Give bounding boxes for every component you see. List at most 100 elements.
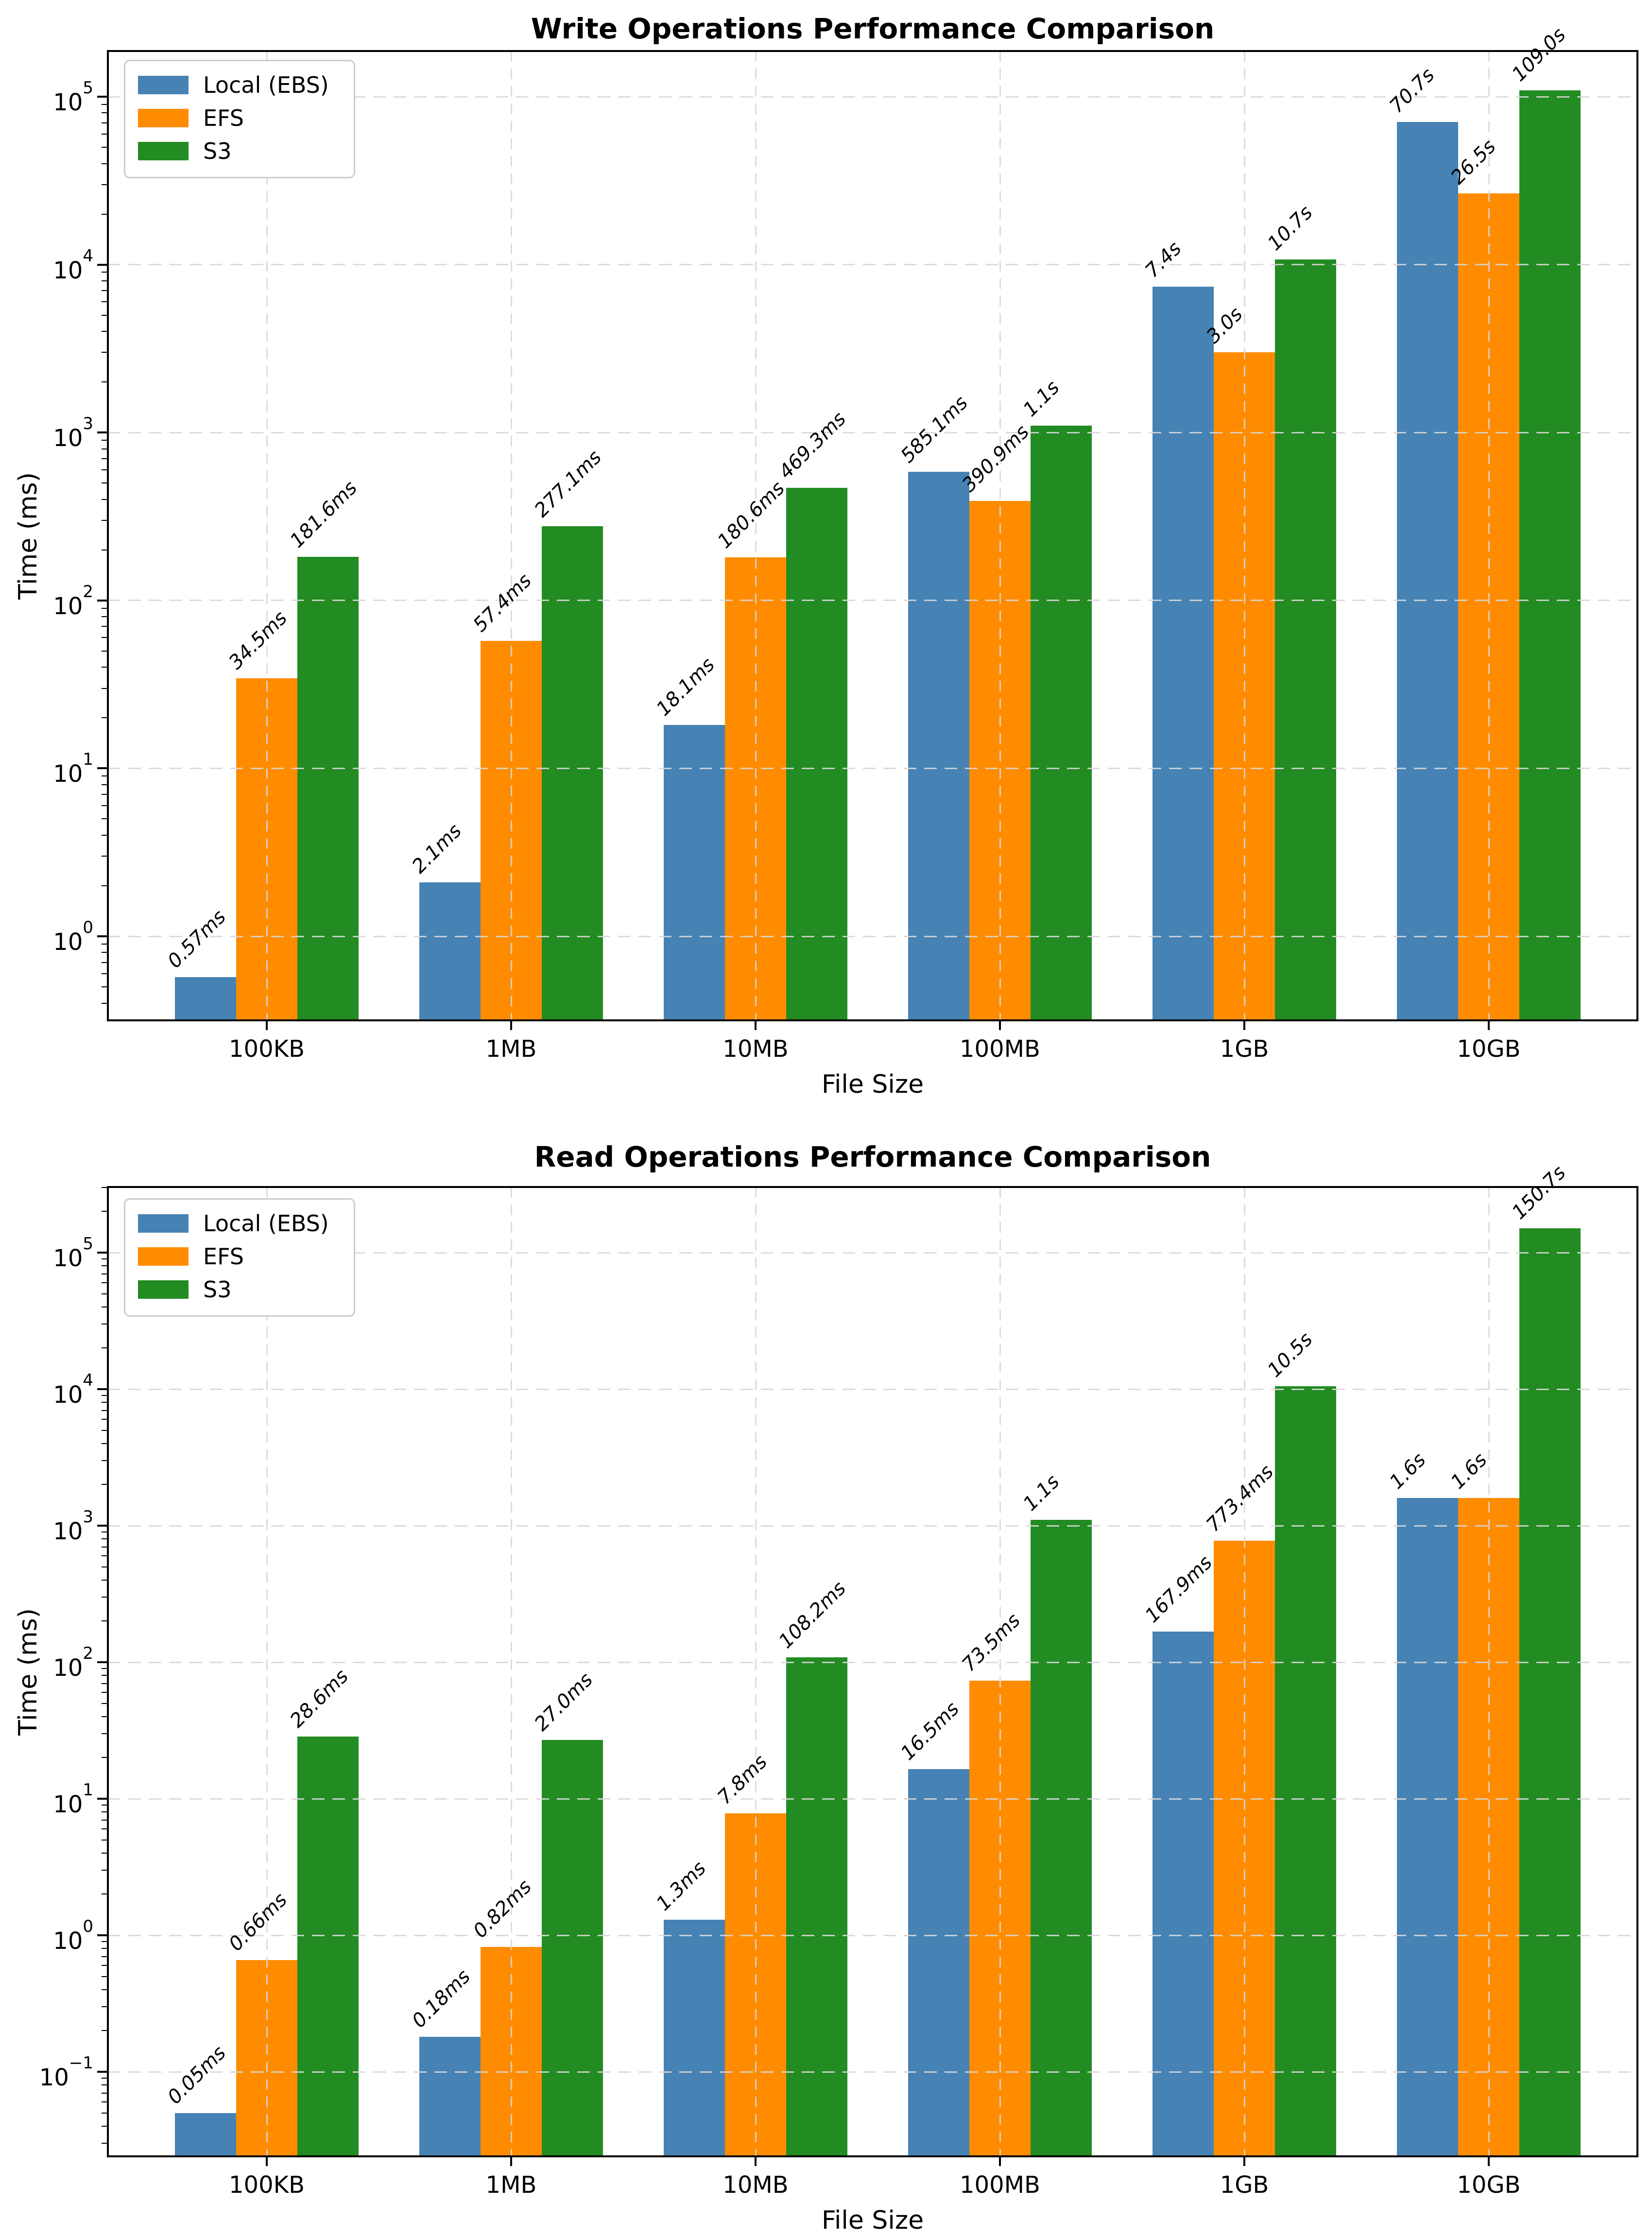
- y-minor-tick: [102, 1531, 108, 1532]
- y-minor-tick: [102, 1757, 108, 1758]
- y-minor-tick: [102, 2125, 108, 2127]
- y-minor-tick: [102, 1265, 108, 1267]
- y-minor-tick: [102, 1956, 108, 1957]
- bar-label: 73.5ms: [958, 1609, 1025, 1676]
- bar-s3-100kb: [297, 557, 359, 1020]
- y-minor-tick: [102, 1538, 108, 1540]
- bar-label: 27.0ms: [530, 1668, 597, 1736]
- y-minor-tick: [102, 607, 108, 609]
- y-gridline: [108, 600, 1637, 602]
- legend-item-s3: S3: [125, 1273, 354, 1306]
- y-tick: [97, 2071, 108, 2073]
- write-operations-chart: Write Operations Performance Comparison …: [0, 0, 1652, 1118]
- y-minor-tick: [102, 301, 108, 303]
- bar-s3-10gb: [1519, 90, 1581, 1020]
- bar-local-ebs--1gb: [1153, 286, 1214, 1020]
- x-tick: [510, 1020, 512, 1030]
- y-minor-tick: [102, 784, 108, 785]
- bar-label: 150.7s: [1508, 1161, 1570, 1224]
- y-minor-tick: [102, 448, 108, 449]
- bar-label: 7.4s: [1141, 237, 1186, 282]
- bar-local-ebs--100mb: [908, 1769, 969, 2156]
- y-minor-tick: [102, 856, 108, 857]
- bar-local-ebs--1mb: [419, 2037, 481, 2156]
- bar-s3-100mb: [1031, 425, 1092, 1020]
- x-tick: [266, 1020, 268, 1030]
- y-minor-tick: [102, 381, 108, 383]
- y-minor-tick: [102, 1852, 108, 1854]
- x-tick: [510, 2156, 512, 2166]
- bar-label: 277.1ms: [530, 446, 606, 522]
- y-minor-tick: [102, 717, 108, 719]
- bar-local-ebs--10gb: [1397, 1497, 1458, 2156]
- bar-label: 2.1ms: [408, 819, 466, 878]
- y-minor-tick: [102, 469, 108, 470]
- bar-label: 109.0s: [1508, 23, 1570, 86]
- y-minor-tick: [102, 2092, 108, 2094]
- y-tick-label: 105: [53, 78, 93, 116]
- y-minor-tick: [102, 133, 108, 135]
- bar-local-ebs--10mb: [664, 725, 725, 1020]
- bar-s3-10mb: [786, 1657, 847, 2156]
- y-gridline: [108, 935, 1637, 937]
- x-tick: [755, 1020, 757, 1030]
- bar-label: 180.6ms: [713, 477, 789, 553]
- y-minor-tick: [102, 2142, 108, 2144]
- y-tick-label: 101: [53, 750, 93, 788]
- y-axis-label: Time (ms): [14, 472, 43, 600]
- y-minor-tick: [102, 290, 108, 292]
- y-minor-tick: [102, 122, 108, 123]
- bar-label: 10.7s: [1263, 201, 1317, 256]
- bar-label: 34.5ms: [224, 606, 292, 674]
- y-minor-tick: [102, 1579, 108, 1581]
- legend-label: S3: [203, 1276, 232, 1303]
- x-tick: [999, 2156, 1001, 2166]
- y-minor-tick: [102, 549, 108, 551]
- y-minor-tick: [102, 272, 108, 273]
- y-minor-tick: [102, 1668, 108, 1669]
- legend-swatch: [138, 142, 189, 160]
- y-minor-tick: [102, 1347, 108, 1349]
- y-tick: [97, 96, 108, 98]
- y-tick: [97, 1525, 108, 1527]
- grid-layer: [0, 1118, 1652, 2237]
- y-minor-tick: [102, 1869, 108, 1871]
- y-minor-tick: [102, 1282, 108, 1284]
- y-minor-tick: [102, 1211, 108, 1212]
- y-gridline: [108, 1252, 1637, 1254]
- x-tick: [1488, 2156, 1490, 2166]
- bar-s3-100mb: [1031, 1520, 1092, 2156]
- x-tick: [1243, 2156, 1245, 2166]
- y-minor-tick: [102, 1683, 108, 1684]
- y-tick-label: 101: [53, 1780, 93, 1818]
- y-minor-tick: [102, 1839, 108, 1841]
- bar-label: 167.9ms: [1141, 1551, 1217, 1627]
- y-minor-tick: [102, 2101, 108, 2103]
- x-tick-label: 10GB: [1457, 1035, 1521, 1063]
- legend-label: EFS: [203, 1243, 244, 1270]
- y-minor-tick: [102, 1716, 108, 1717]
- y-minor-tick: [102, 626, 108, 627]
- y-minor-tick: [102, 314, 108, 316]
- y-minor-tick: [102, 1819, 108, 1821]
- y-gridline: [108, 96, 1637, 98]
- y-minor-tick: [102, 519, 108, 521]
- chart-title: Read Operations Performance Comparison: [534, 1140, 1211, 1173]
- legend-swatch: [138, 1280, 189, 1299]
- bar-label: 0.82ms: [469, 1876, 536, 1943]
- x-tick-label: 10MB: [723, 2171, 789, 2199]
- y-minor-tick: [102, 112, 108, 114]
- y-gridline: [108, 1525, 1637, 1527]
- bar-label: 585.1ms: [896, 391, 972, 467]
- y-minor-tick: [102, 458, 108, 459]
- bar-label: 28.6ms: [286, 1665, 353, 1732]
- x-gridline: [510, 1187, 512, 2156]
- y-minor-tick: [102, 667, 108, 668]
- y-gridline: [108, 431, 1637, 433]
- x-axis-label: File Size: [821, 1070, 924, 1099]
- y-minor-tick: [102, 1306, 108, 1308]
- y-minor-tick: [102, 352, 108, 353]
- y-minor-tick: [102, 2006, 108, 2007]
- y-tick: [97, 1252, 108, 1254]
- y-minor-tick: [102, 1484, 108, 1485]
